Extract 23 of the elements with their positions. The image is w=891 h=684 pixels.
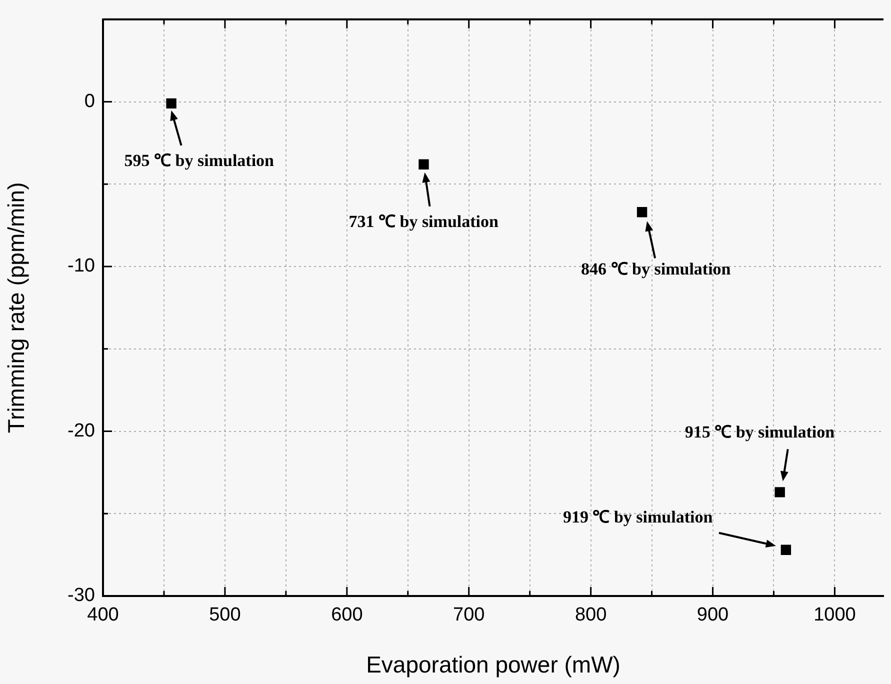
annotation: 595 ℃ by simulation xyxy=(124,150,275,170)
x-tick-label: 600 xyxy=(331,604,363,626)
annotation: 846 ℃ by simulation xyxy=(581,260,732,279)
point xyxy=(774,487,785,498)
x-tick-label: 800 xyxy=(574,604,607,626)
x-tick-label: 1000 xyxy=(814,604,856,626)
x-tick-label: 900 xyxy=(696,604,729,626)
y-tick-label: -30 xyxy=(68,585,95,606)
y-tick-label: 0 xyxy=(84,91,95,112)
y-tick-label: -20 xyxy=(68,420,95,442)
x-tick-label: 400 xyxy=(87,604,119,626)
point xyxy=(780,544,792,555)
point xyxy=(166,98,176,109)
y-axis-title: Trimming rate (ppm/min) xyxy=(3,182,30,434)
x-axis-title: Evaporation power (mW) xyxy=(366,652,620,678)
x-tick-label: 500 xyxy=(209,604,241,626)
annotation: 731 ℃ by simulation xyxy=(348,212,500,231)
annotation: 919 ℃ by simulation xyxy=(562,507,714,526)
annotation: 915 ℃ by simulation xyxy=(684,422,836,442)
y-tick-label: -10 xyxy=(68,256,95,277)
point xyxy=(418,159,429,170)
x-tick-label: 700 xyxy=(453,604,485,626)
point xyxy=(636,207,648,218)
